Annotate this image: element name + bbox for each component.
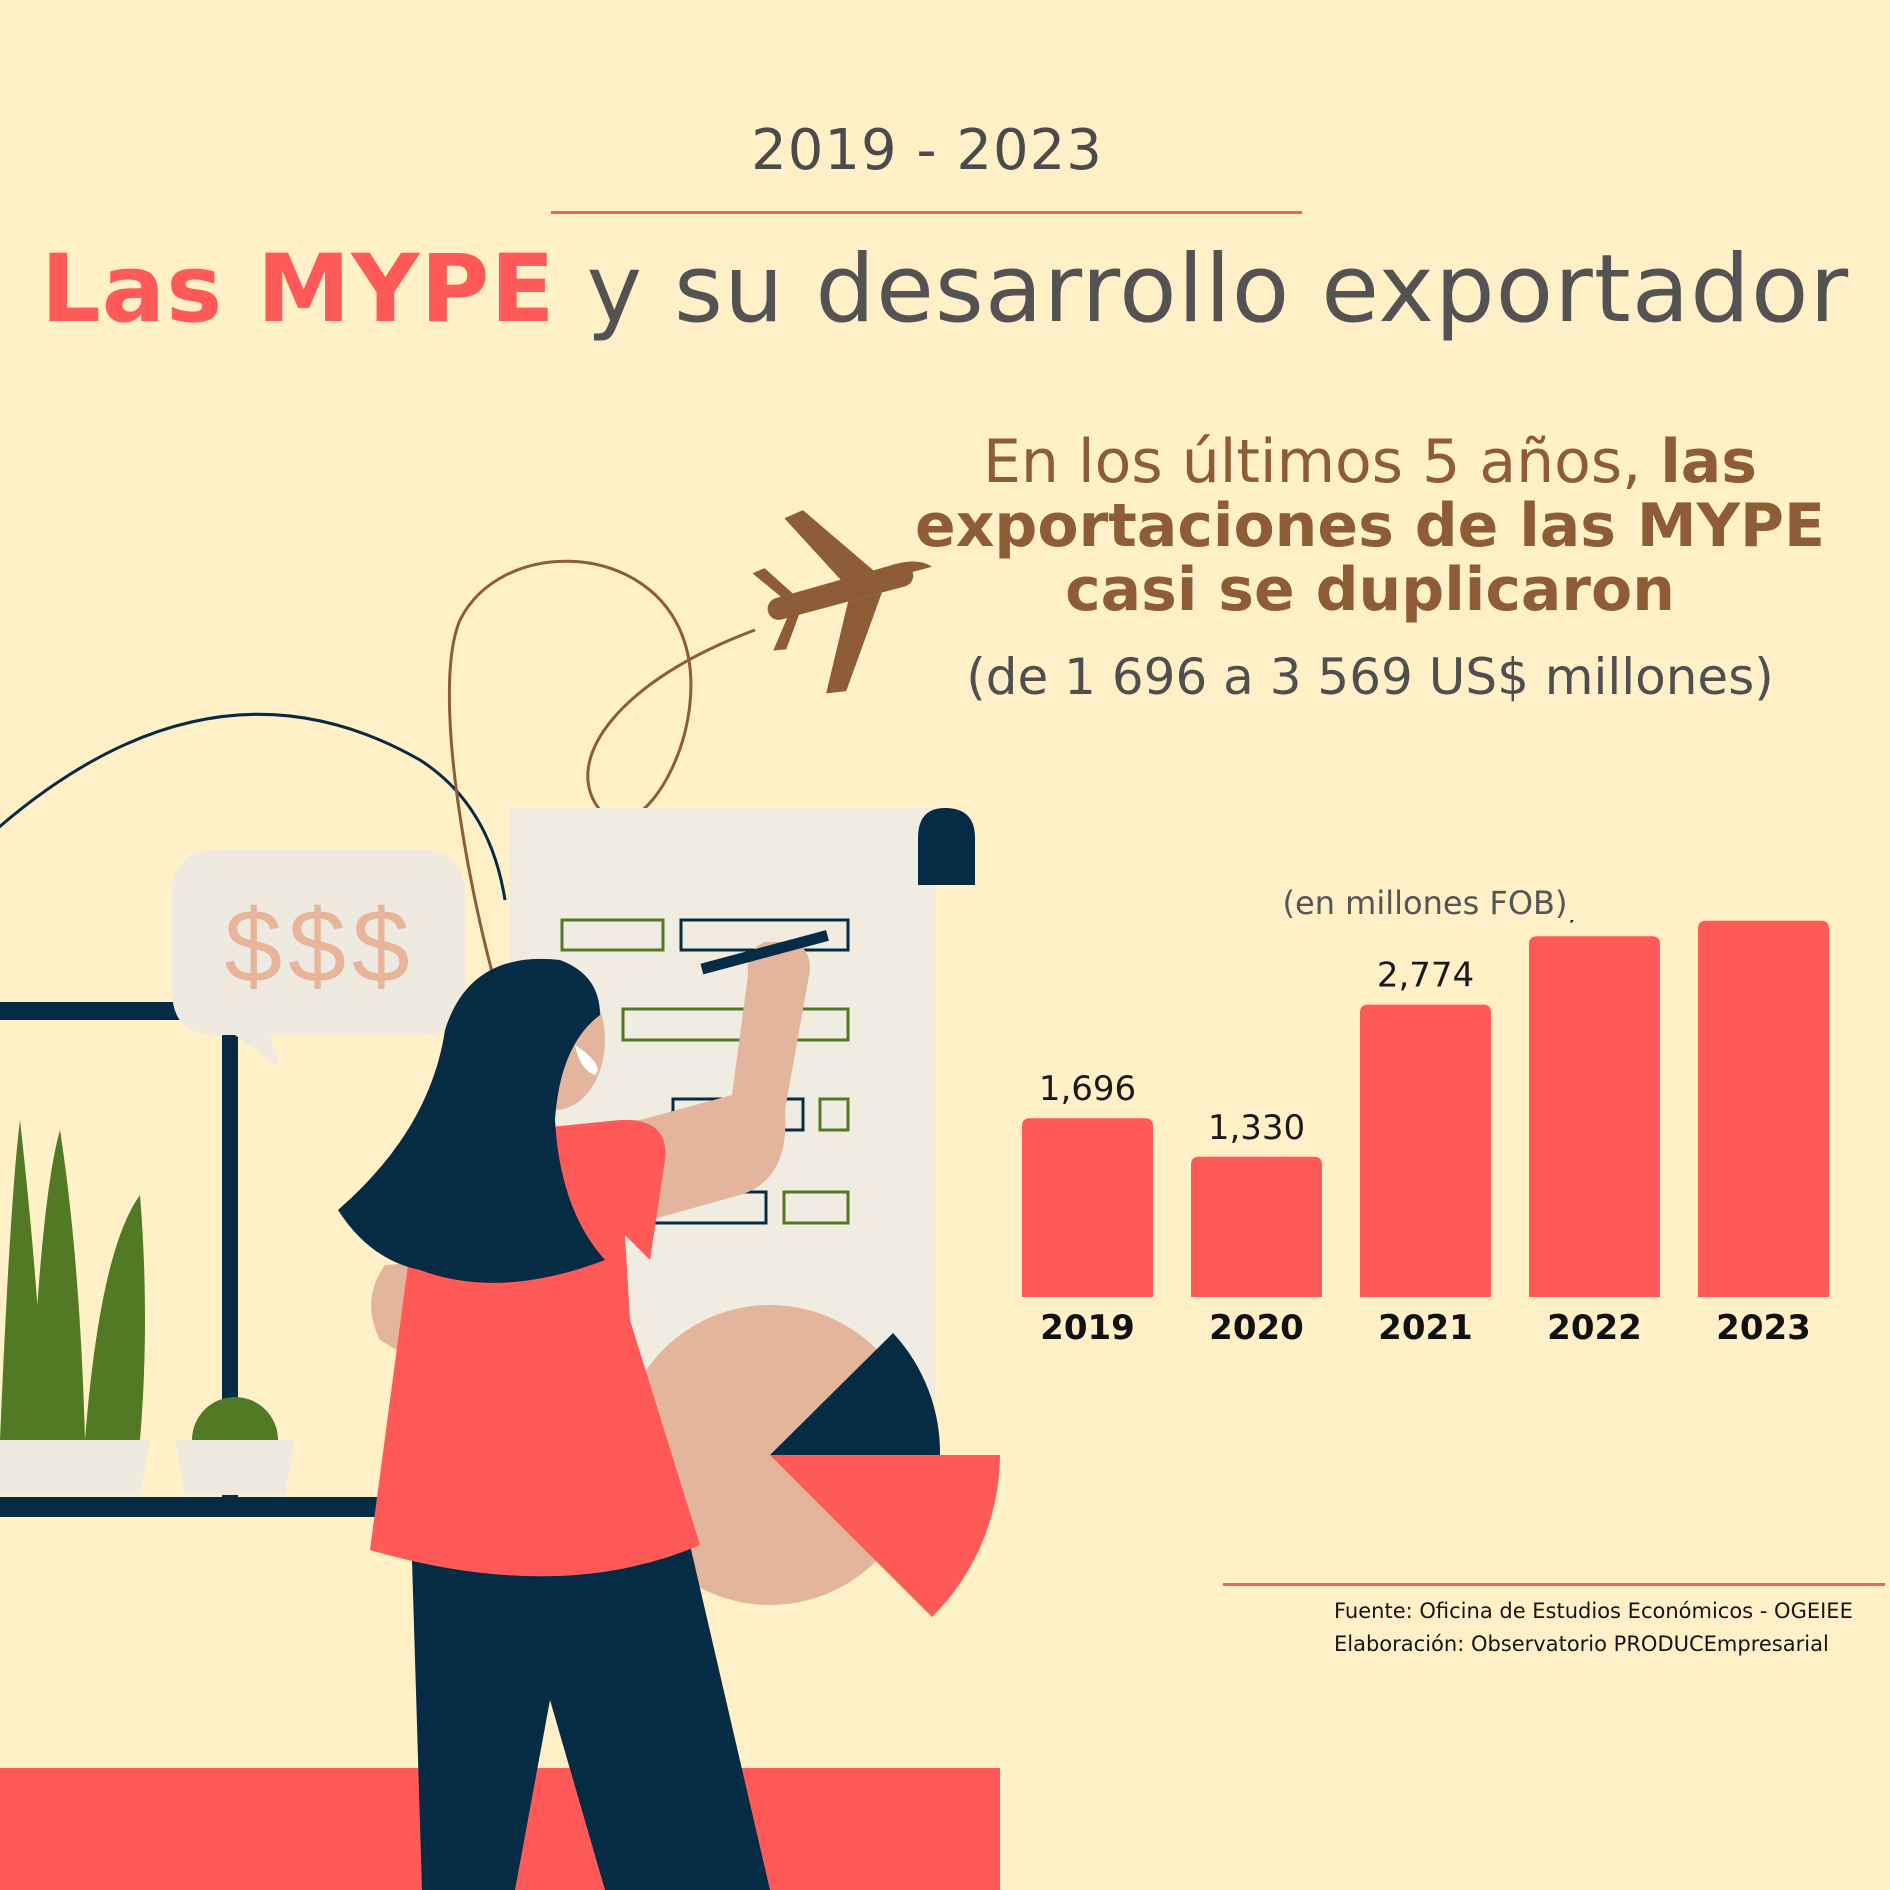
value-label-2021: 2,774: [1377, 956, 1474, 996]
top-divider: [551, 211, 1302, 214]
exports-bar-chart: 1,69620191,33020202,77420213,42220223,56…: [1022, 920, 1829, 1348]
source-note: Fuente: Oficina de Estudios Económicos -…: [1334, 1599, 1853, 1623]
bar-2020: [1191, 1156, 1322, 1297]
headline-range: (de 1 696 a 3 569 US$ millones): [966, 648, 1774, 706]
footer-notes: Fuente: Oficina de Estudios Económicos -…: [1334, 1595, 1853, 1661]
value-label-2019: 1,696: [1039, 1069, 1136, 1109]
worker-illustration: $$$: [0, 510, 1000, 1890]
money-symbols: $$$: [224, 889, 416, 1005]
value-label-2020: 1,330: [1208, 1108, 1305, 1148]
period-label: 2019 - 2023: [751, 118, 1103, 183]
category-label-2022: 2022: [1547, 1308, 1642, 1348]
credit-note: Elaboración: Observatorio PRODUCEmpresar…: [1334, 1632, 1829, 1656]
headline-lead: En los últimos 5 años,: [982, 427, 1661, 497]
bar-2019: [1022, 1118, 1153, 1297]
bar-2021: [1360, 1004, 1491, 1297]
headline: En los últimos 5 años, las exportaciones…: [870, 430, 1870, 622]
bar-2023: [1698, 920, 1829, 1297]
footer-divider: [1223, 1583, 1885, 1586]
flight-path: [447, 559, 756, 1001]
bar-2022: [1529, 936, 1660, 1297]
value-label-2022: 3,422: [1546, 920, 1643, 927]
title-rest: y su desarrollo exportador: [555, 235, 1850, 344]
chart-unit-note: (en millones FOB): [1282, 884, 1568, 922]
category-label-2020: 2020: [1209, 1308, 1304, 1348]
page-title: Las MYPE y su desarrollo exportador: [0, 235, 1890, 344]
title-highlight: Las MYPE: [40, 235, 556, 344]
category-label-2023: 2023: [1716, 1308, 1811, 1348]
category-label-2021: 2021: [1378, 1308, 1473, 1348]
airplane-icon: [752, 510, 932, 694]
headline-bold: las exportaciones de las MYPE casi se du…: [915, 427, 1825, 625]
category-label-2019: 2019: [1040, 1308, 1135, 1348]
speech-bubble: [172, 850, 465, 1068]
